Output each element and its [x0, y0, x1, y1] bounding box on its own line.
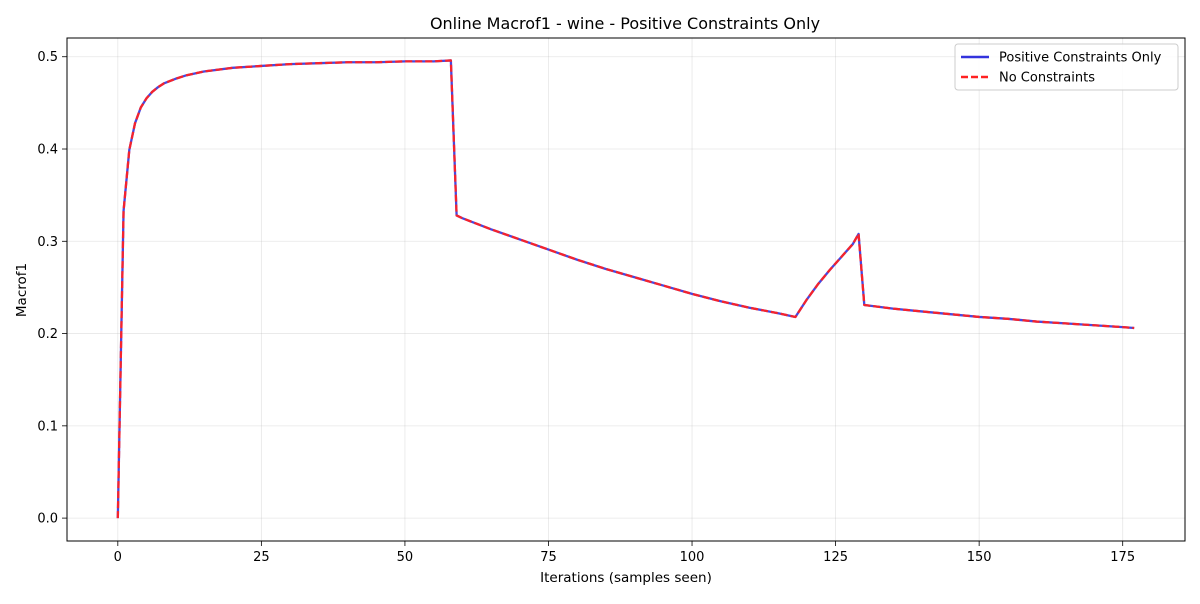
legend-label-no-constraints: No Constraints: [999, 71, 1095, 86]
y-tick-label: 0.4: [37, 143, 58, 158]
chart-title: Online Macrof1 - wine - Positive Constra…: [430, 14, 820, 33]
x-tick-label: 0: [114, 550, 122, 565]
x-tick-label: 175: [1110, 550, 1135, 565]
y-axis-label: Macrof1: [14, 263, 30, 317]
legend-box: [954, 43, 1179, 91]
legend-label-positive-constraints: Positive Constraints Only: [999, 51, 1162, 66]
y-tick-label: 0.5: [37, 50, 58, 65]
y-tick-label: 0.1: [37, 419, 58, 434]
x-tick-label: 25: [253, 550, 270, 565]
x-tick-label: 100: [680, 550, 705, 565]
series-line-no-constraints: [116, 59, 1135, 519]
x-tick-label: 50: [397, 550, 414, 565]
series-lines: [116, 59, 1135, 519]
y-tick-label: 0.2: [37, 327, 58, 342]
grid-lines: [67, 38, 1185, 541]
x-tick-label: 150: [967, 550, 992, 565]
y-tick-label: 0.0: [37, 512, 58, 527]
x-axis-label: Iterations (samples seen): [540, 570, 712, 586]
x-tick-label: 125: [823, 550, 848, 565]
plot-frame: [66, 37, 1186, 542]
y-tick-label: 0.3: [37, 235, 58, 250]
axis-ticks: 0 25 50 75 100 125 150 175 0.0 0.1 0.2 0.3 0.4 0.5: [37, 50, 1135, 565]
legend: Positive Constraints Only No Constraints: [954, 43, 1179, 91]
x-tick-label: 75: [540, 550, 557, 565]
